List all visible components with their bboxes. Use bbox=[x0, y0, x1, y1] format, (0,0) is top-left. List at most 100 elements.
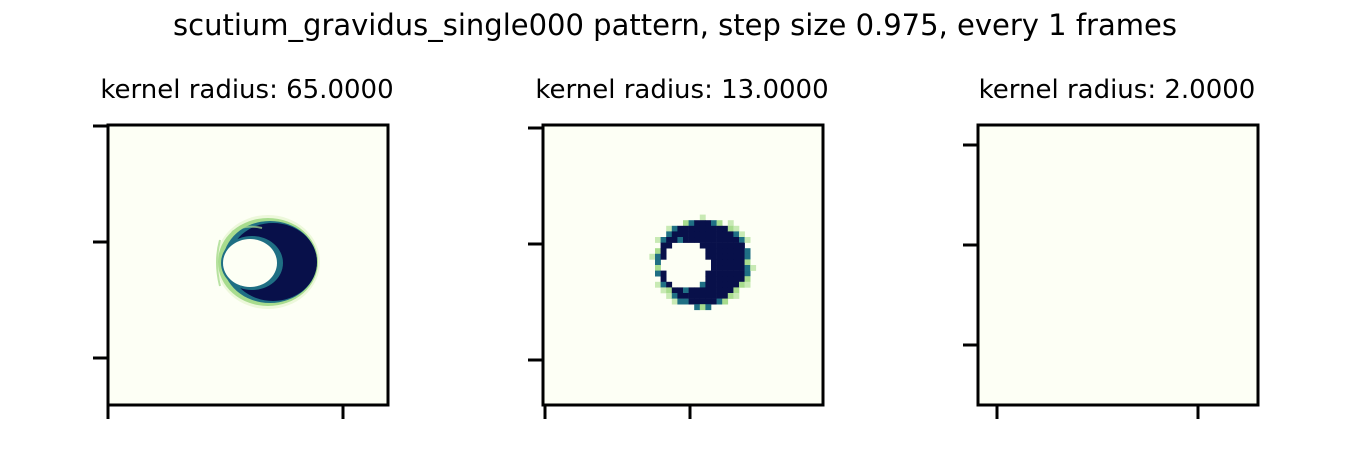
heatmap-cell bbox=[716, 298, 723, 305]
heatmap-cell bbox=[688, 287, 695, 294]
heatmap-cell bbox=[727, 237, 734, 243]
heatmap-cell bbox=[683, 298, 689, 305]
heatmap-cell bbox=[694, 231, 701, 238]
heatmap-cell bbox=[744, 281, 751, 288]
heatmap-cell bbox=[705, 304, 712, 311]
heatmap-cell bbox=[688, 225, 695, 232]
heatmap-cell bbox=[716, 225, 723, 232]
heatmap-cell bbox=[699, 298, 706, 305]
heatmap-cell bbox=[688, 293, 695, 299]
heatmap-cell bbox=[733, 293, 740, 299]
heatmap-cell bbox=[727, 248, 734, 255]
heatmap-cell bbox=[711, 253, 717, 260]
heatmap-cell bbox=[711, 265, 717, 271]
heatmap-cell bbox=[739, 231, 745, 238]
heatmap-cell bbox=[722, 287, 729, 294]
heatmap-cell bbox=[699, 242, 706, 249]
heatmap-cell bbox=[699, 287, 706, 294]
heatmap-cell bbox=[722, 265, 729, 271]
heatmap-cell bbox=[733, 231, 740, 238]
heatmap-cell bbox=[716, 242, 723, 249]
heatmap-cell bbox=[699, 281, 706, 288]
heatmap-cell bbox=[727, 270, 734, 277]
panel-kernel-65: kernel radius: 65.0000 bbox=[93, 75, 394, 419]
heatmap-cell bbox=[671, 231, 678, 238]
heatmap-cell bbox=[688, 220, 695, 227]
heatmap-cell bbox=[694, 220, 701, 227]
heatmap-cell bbox=[705, 276, 712, 283]
heatmap-cell bbox=[722, 225, 729, 232]
heatmap-cell bbox=[711, 270, 717, 277]
heatmap-cell bbox=[744, 265, 751, 271]
heatmap-cell bbox=[666, 242, 673, 249]
heatmap-cell bbox=[705, 253, 712, 260]
heatmap-cell bbox=[699, 214, 706, 221]
heatmap-cell bbox=[739, 248, 745, 255]
heatmap-cell bbox=[666, 225, 673, 232]
heatmap-cell bbox=[716, 276, 723, 283]
heatmap-cell bbox=[699, 293, 706, 299]
heatmap-cell bbox=[655, 259, 661, 266]
heatmap-cell bbox=[722, 281, 729, 288]
heatmap-cell bbox=[711, 242, 717, 249]
heatmap-cell bbox=[739, 265, 745, 271]
heatmap-cell bbox=[727, 253, 734, 260]
heatmap-cell bbox=[649, 253, 656, 260]
heatmap-cell bbox=[716, 231, 723, 238]
heatmap-cell bbox=[671, 237, 678, 243]
heatmap-cell bbox=[727, 220, 734, 227]
heatmap-cell bbox=[683, 293, 689, 299]
heatmap-cell bbox=[716, 293, 723, 299]
heatmap-cell bbox=[733, 242, 740, 249]
heatmap-cell bbox=[733, 225, 740, 232]
heatmap-cell bbox=[739, 281, 745, 288]
x-ticks bbox=[106, 405, 345, 419]
heatmap-cell bbox=[727, 242, 734, 249]
heatmap-cell bbox=[671, 287, 678, 294]
heatmap-cell bbox=[711, 276, 717, 283]
heatmap-cell bbox=[677, 231, 684, 238]
heatmap-cell bbox=[688, 298, 695, 305]
heatmap-cell bbox=[733, 265, 740, 271]
axes-frame bbox=[976, 123, 1260, 407]
heatmap-cell bbox=[694, 298, 701, 305]
heatmap-cell bbox=[705, 293, 712, 299]
heatmap-cell bbox=[705, 231, 712, 238]
heatmap-cell bbox=[705, 237, 712, 243]
heatmap-cell bbox=[666, 231, 673, 238]
heatmap-cell bbox=[722, 253, 729, 260]
heatmap-cell bbox=[716, 253, 723, 260]
heatmap-cell bbox=[699, 231, 706, 238]
heatmap-cell bbox=[699, 304, 706, 311]
heatmap-cell bbox=[688, 237, 695, 243]
x-ticks bbox=[995, 405, 1200, 419]
heatmap-cell bbox=[655, 265, 661, 271]
heatmap-cell bbox=[677, 225, 684, 232]
heatmap-cell bbox=[683, 237, 689, 243]
heatmap-cell bbox=[750, 265, 757, 271]
heatmap-cell bbox=[716, 287, 723, 294]
heatmap-cell bbox=[699, 225, 706, 232]
heatmap-cell bbox=[711, 225, 717, 232]
heatmap-crescent bbox=[649, 214, 757, 311]
heatmap-cell bbox=[744, 237, 751, 243]
y-ticks bbox=[93, 124, 108, 360]
heatmap-crescent bbox=[216, 215, 320, 309]
heatmap-cell bbox=[655, 281, 661, 288]
heatmap-cell bbox=[744, 253, 751, 260]
heatmap-cell bbox=[722, 248, 729, 255]
heatmap-cell bbox=[683, 225, 689, 232]
heatmap-cell bbox=[655, 237, 661, 243]
heatmap-cell bbox=[744, 276, 751, 283]
heatmap-cell bbox=[744, 248, 751, 255]
heatmap-cell bbox=[660, 253, 667, 260]
heatmap-cell bbox=[739, 242, 745, 249]
heatmap-cell bbox=[705, 287, 712, 294]
heatmap-cell bbox=[727, 259, 734, 266]
heatmap-cell bbox=[727, 293, 734, 299]
heatmap-cell bbox=[677, 237, 684, 243]
heatmap-cell bbox=[660, 270, 667, 277]
heatmap-cell bbox=[716, 281, 723, 288]
panel-kernel-2: kernel radius: 2.0000 bbox=[963, 75, 1260, 419]
